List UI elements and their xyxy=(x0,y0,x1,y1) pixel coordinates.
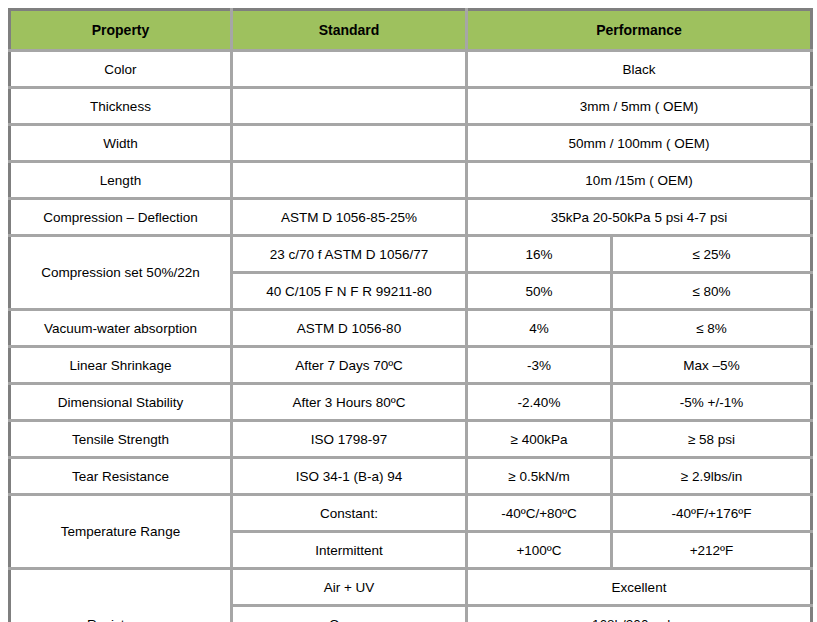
table-row: Color Black xyxy=(10,51,812,88)
cell-property: Tensile Strength xyxy=(10,421,232,458)
spec-table: Property Standard Performance Color Blac… xyxy=(8,8,813,622)
table-row: Dimensional Stability After 3 Hours 80ºC… xyxy=(10,384,812,421)
cell-performance: 50mm / 100mm ( OEM) xyxy=(467,125,812,162)
cell-property: Resistance xyxy=(10,569,232,622)
table-row: Linear Shrinkage After 7 Days 70ºC -3% M… xyxy=(10,347,812,384)
table-row: Resistance Air + UV Excellent xyxy=(10,569,812,606)
cell-property: Compression set 50%/22n xyxy=(10,236,232,310)
cell-performance-limit: ≥ 2.9lbs/in xyxy=(612,458,812,495)
cell-performance: 10m /15m ( OEM) xyxy=(467,162,812,199)
cell-standard: 23 c/70 f ASTM D 1056/77 xyxy=(232,236,467,273)
cell-property: Linear Shrinkage xyxy=(10,347,232,384)
cell-property: Width xyxy=(10,125,232,162)
cell-performance-value: 4% xyxy=(467,310,612,347)
cell-property: Vacuum-water absorption xyxy=(10,310,232,347)
cell-standard: Ozone xyxy=(232,606,467,622)
cell-standard: 40 C/105 F N F R 99211-80 xyxy=(232,273,467,310)
table-row: Vacuum-water absorption ASTM D 1056-80 4… xyxy=(10,310,812,347)
cell-performance-value: ≥ 400kPa xyxy=(467,421,612,458)
cell-standard xyxy=(232,125,467,162)
table-row: Tensile Strength ISO 1798-97 ≥ 400kPa ≥ … xyxy=(10,421,812,458)
table-row: Tear Resistance ISO 34-1 (B-a) 94 ≥ 0.5k… xyxy=(10,458,812,495)
cell-standard: Constant: xyxy=(232,495,467,532)
header-standard: Standard xyxy=(232,10,467,51)
header-performance: Performance xyxy=(467,10,812,51)
cell-standard xyxy=(232,162,467,199)
cell-performance: 3mm / 5mm ( OEM) xyxy=(467,88,812,125)
cell-performance: 168h/200 pphm xyxy=(467,606,812,622)
cell-standard: Intermittent xyxy=(232,532,467,569)
cell-standard: ASTM D 1056-80 xyxy=(232,310,467,347)
cell-performance-limit: ≥ 58 psi xyxy=(612,421,812,458)
cell-standard xyxy=(232,51,467,88)
table-row: Length 10m /15m ( OEM) xyxy=(10,162,812,199)
cell-standard: After 3 Hours 80ºC xyxy=(232,384,467,421)
table-header-row: Property Standard Performance xyxy=(10,10,812,51)
cell-standard: After 7 Days 70ºC xyxy=(232,347,467,384)
cell-standard: ISO 34-1 (B-a) 94 xyxy=(232,458,467,495)
header-property: Property xyxy=(10,10,232,51)
cell-performance-limit: -40ºF/+176ºF xyxy=(612,495,812,532)
cell-standard xyxy=(232,88,467,125)
table-row: Compression set 50%/22n 23 c/70 f ASTM D… xyxy=(10,236,812,273)
cell-performance-value: -2.40% xyxy=(467,384,612,421)
table-row: Width 50mm / 100mm ( OEM) xyxy=(10,125,812,162)
cell-performance-limit: ≤ 80% xyxy=(612,273,812,310)
table-row: Temperature Range Constant: -40ºC/+80ºC … xyxy=(10,495,812,532)
cell-performance-value: -40ºC/+80ºC xyxy=(467,495,612,532)
cell-standard: ASTM D 1056-85-25% xyxy=(232,199,467,236)
cell-performance: Excellent xyxy=(467,569,812,606)
cell-performance-value: ≥ 0.5kN/m xyxy=(467,458,612,495)
cell-performance-limit: ≤ 8% xyxy=(612,310,812,347)
cell-performance-value: 16% xyxy=(467,236,612,273)
cell-property: Temperature Range xyxy=(10,495,232,569)
cell-performance-limit: Max –5% xyxy=(612,347,812,384)
cell-property: Tear Resistance xyxy=(10,458,232,495)
cell-performance-limit: -5% +/-1% xyxy=(612,384,812,421)
cell-standard: Air + UV xyxy=(232,569,467,606)
cell-performance-limit: ≤ 25% xyxy=(612,236,812,273)
cell-property: Dimensional Stability xyxy=(10,384,232,421)
cell-performance-value: +100ºC xyxy=(467,532,612,569)
cell-performance: Black xyxy=(467,51,812,88)
cell-performance: 35kPa 20-50kPa 5 psi 4-7 psi xyxy=(467,199,812,236)
cell-property: Thickness xyxy=(10,88,232,125)
cell-property: Color xyxy=(10,51,232,88)
cell-performance-limit: +212ºF xyxy=(612,532,812,569)
table-row: Compression – Deflection ASTM D 1056-85-… xyxy=(10,199,812,236)
cell-performance-value: -3% xyxy=(467,347,612,384)
cell-standard: ISO 1798-97 xyxy=(232,421,467,458)
cell-property: Length xyxy=(10,162,232,199)
cell-property: Compression – Deflection xyxy=(10,199,232,236)
cell-performance-value: 50% xyxy=(467,273,612,310)
table-row: Thickness 3mm / 5mm ( OEM) xyxy=(10,88,812,125)
